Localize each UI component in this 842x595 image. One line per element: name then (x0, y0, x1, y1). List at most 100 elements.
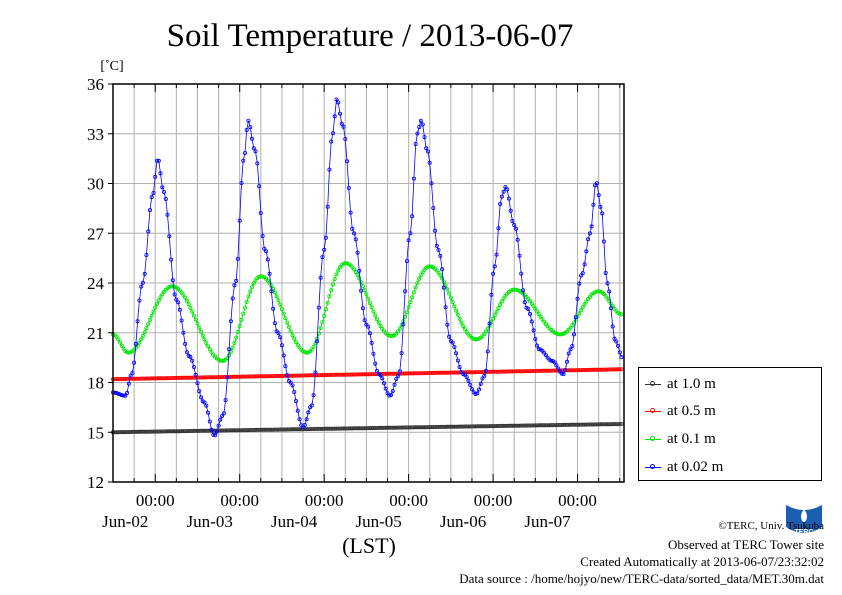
data-point (290, 383, 295, 388)
data-point (304, 350, 309, 355)
data-point (237, 323, 242, 328)
data-point (489, 292, 494, 297)
data-point (292, 336, 297, 341)
data-point (475, 370, 480, 375)
data-point (165, 429, 170, 434)
data-point (327, 167, 332, 172)
data-point (388, 393, 393, 398)
data-point (619, 367, 624, 372)
data-point (144, 326, 149, 331)
legend-item-05m: at 0.5 m (645, 401, 716, 421)
data-point (352, 231, 357, 236)
data-point (373, 313, 378, 318)
data-point (427, 264, 432, 269)
data-point (411, 176, 416, 181)
data-point (480, 376, 485, 381)
data-point (146, 322, 151, 327)
data-point (367, 301, 372, 306)
data-point (227, 347, 232, 352)
data-point (392, 382, 397, 387)
data-point (191, 364, 196, 369)
data-point (195, 381, 200, 386)
legend-label: at 0.5 m (667, 402, 716, 419)
data-point (418, 273, 423, 278)
data-point (297, 417, 302, 422)
legend-label: at 0.02 m (667, 458, 724, 475)
data-point (271, 306, 276, 311)
data-point (367, 331, 372, 336)
data-point (323, 307, 328, 312)
data-point (598, 204, 603, 209)
data-point (570, 323, 575, 328)
data-point (447, 291, 452, 296)
data-point (344, 159, 349, 164)
data-point (193, 372, 198, 377)
data-point (563, 367, 568, 372)
data-point (429, 181, 434, 186)
data-point (193, 317, 198, 322)
legend-marker-1m (645, 379, 661, 389)
data-point (390, 388, 395, 393)
series-at-0-1-m (111, 261, 624, 363)
data-point (234, 278, 239, 283)
data-point (149, 195, 154, 200)
data-point (285, 373, 290, 378)
data-point (183, 429, 188, 434)
data-point (278, 335, 283, 340)
data-point (228, 319, 233, 324)
data-point (191, 428, 196, 433)
data-point (410, 295, 415, 300)
data-point (360, 306, 365, 311)
data-point (445, 322, 450, 327)
data-point (572, 332, 577, 337)
data-point (424, 146, 429, 151)
terc-logo-icon: TERC (786, 505, 822, 536)
data-point (119, 343, 124, 348)
data-point (204, 340, 209, 345)
data-point (249, 136, 254, 141)
data-point (413, 285, 418, 290)
data-point (258, 210, 263, 215)
data-point (469, 387, 474, 392)
data-point (244, 299, 249, 304)
data-point (557, 422, 562, 427)
data-point (357, 276, 362, 281)
data-point (276, 298, 281, 303)
data-point (135, 376, 140, 381)
data-point (184, 350, 189, 355)
data-point (417, 276, 422, 281)
data-point (388, 333, 393, 338)
data-point (221, 411, 226, 416)
data-point (589, 224, 594, 229)
data-point (169, 257, 174, 262)
data-point (498, 302, 503, 307)
data-point (519, 271, 524, 276)
data-point (440, 267, 445, 272)
data-point (566, 422, 571, 427)
data-point (362, 318, 367, 323)
data-point (438, 253, 443, 258)
data-point (218, 358, 223, 363)
x-tick-time-label: 00:00 (474, 491, 513, 510)
data-point (329, 288, 334, 293)
data-point (348, 210, 353, 215)
grid-lines (113, 84, 624, 482)
data-point (584, 422, 589, 427)
data-point (556, 366, 561, 371)
data-point (260, 233, 265, 238)
data-point (350, 226, 355, 231)
data-point (404, 259, 409, 264)
data-point (514, 287, 519, 292)
data-point (237, 218, 242, 223)
data-point (258, 274, 263, 279)
data-point (450, 299, 455, 304)
data-point (432, 228, 437, 233)
data-point (586, 237, 591, 242)
data-point (118, 392, 123, 397)
data-point (580, 271, 585, 276)
data-point (200, 333, 205, 338)
x-axis-ticks: 00:00 Jun-02 00:00 Jun-03 00:00 Jun-04 00:00 Ju… (102, 84, 621, 531)
data-point (147, 208, 152, 213)
data-point (617, 350, 622, 355)
data-point (522, 300, 527, 305)
